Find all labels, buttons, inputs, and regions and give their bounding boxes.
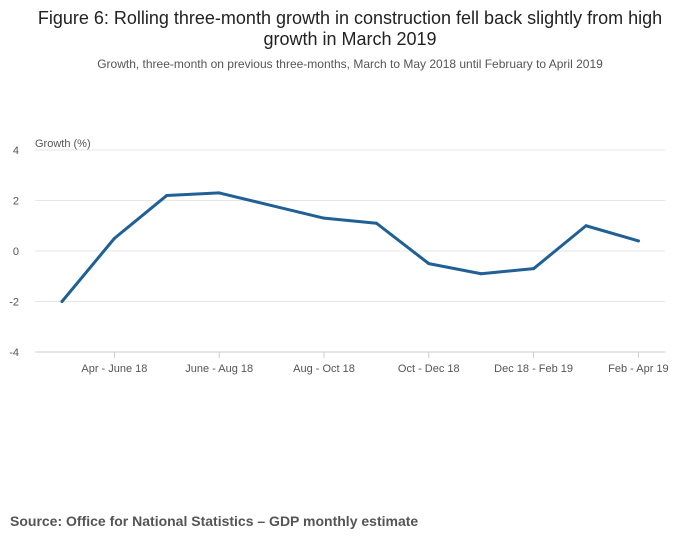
data-point [427,262,431,266]
data-point [60,300,64,303]
y-axis-title: Growth (%) [35,138,91,150]
gridlines [35,149,665,353]
data-point [112,236,116,240]
y-tick-label: 2 [13,196,19,208]
chart-title: Figure 6: Rolling three-month growth in … [37,8,663,49]
x-tick-label: Apr - June 18 [81,363,147,375]
data-point [270,204,274,208]
x-tick-label: June - Aug 18 [185,363,253,375]
data-point [217,191,221,195]
y-axis: 4 2 0 -2 -4 [9,145,19,359]
data-point [165,193,169,197]
chart-subtitle: Growth, three-month on previous three-mo… [97,57,603,71]
x-tick-label: Feb - Apr 19 [608,363,669,375]
source-note: Source: Office for National Statistics –… [10,513,419,529]
x-axis: Apr - June 18 June - Aug 18 Aug - Oct 18 Oc… [35,351,669,375]
x-tick-label: Oct - Dec 18 [398,363,460,375]
y-tick-label: 4 [13,145,19,157]
x-tick-label: Aug - Oct 18 [293,363,355,375]
y-tick-label: -2 [9,297,19,309]
data-point [532,267,536,271]
y-tick-label: 0 [13,246,19,258]
data-point [374,221,378,225]
series-line [60,191,640,303]
data-point [636,239,640,243]
data-point [479,272,483,276]
data-point [322,216,326,220]
data-point [584,224,588,228]
x-tick-label: Dec 18 - Feb 19 [494,363,573,375]
series-group [60,191,640,303]
y-tick-label: -4 [9,347,19,359]
